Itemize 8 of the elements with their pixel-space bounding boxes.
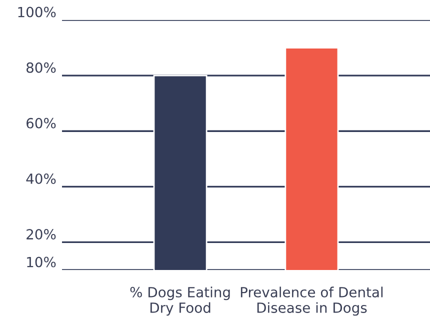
y-tick-label: 80% [26,62,56,73]
y-tick-label: 100% [18,6,56,18]
y-tick-label: 10% [27,256,56,268]
y-tick-label: 40% [26,173,56,184]
y-tick-label: 60% [26,118,56,128]
y-tick-label: 20% [26,229,56,240]
x-tick-label: Prevalence of Dental Disease in Dogs [240,286,383,316]
x-tick-label: % Dogs Eating Dry Food [130,286,230,316]
